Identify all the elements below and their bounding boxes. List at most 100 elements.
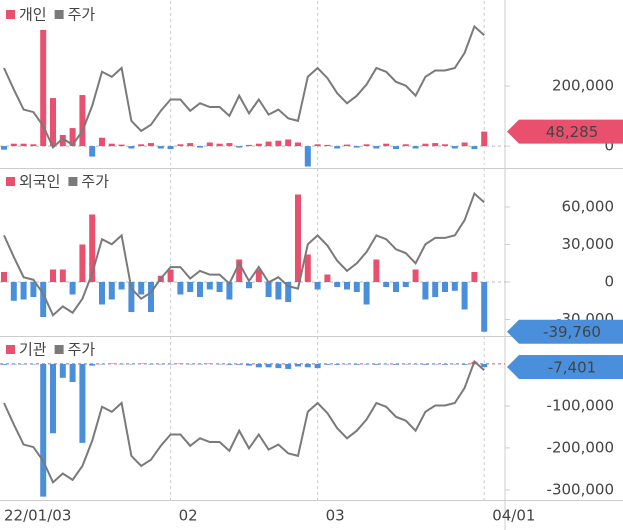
bar bbox=[461, 282, 468, 310]
y-tick-label: 60,000 bbox=[562, 198, 615, 216]
bar bbox=[451, 363, 458, 365]
bar bbox=[118, 144, 125, 147]
legend-label: 외국인 bbox=[19, 173, 60, 191]
legend-swatch bbox=[6, 177, 15, 186]
bar bbox=[10, 363, 17, 365]
bar bbox=[461, 142, 468, 147]
bar bbox=[1, 272, 7, 282]
y-tick-label: -200,000 bbox=[547, 438, 614, 456]
bar bbox=[187, 282, 194, 292]
price-line bbox=[3, 359, 485, 485]
bar bbox=[353, 363, 360, 365]
bar bbox=[167, 269, 174, 282]
bar bbox=[344, 144, 350, 147]
bar bbox=[138, 363, 145, 365]
bar bbox=[471, 272, 478, 282]
bar bbox=[236, 146, 243, 148]
bar bbox=[79, 363, 86, 443]
bar bbox=[50, 363, 56, 434]
bar bbox=[197, 363, 203, 365]
bar bbox=[373, 146, 380, 149]
bar bbox=[461, 363, 468, 365]
y-tick-label: 0 bbox=[604, 273, 614, 291]
bar bbox=[148, 282, 154, 312]
value-label: -7,401 bbox=[548, 359, 596, 377]
bar bbox=[99, 363, 105, 365]
legend-swatch bbox=[6, 10, 15, 19]
bar bbox=[50, 269, 56, 282]
bar bbox=[334, 282, 341, 287]
value-marker bbox=[507, 319, 623, 344]
bar bbox=[481, 363, 488, 368]
bar bbox=[324, 363, 331, 365]
bar bbox=[216, 363, 223, 365]
bar bbox=[402, 282, 409, 287]
bar bbox=[69, 128, 76, 147]
bar bbox=[206, 363, 213, 365]
bar bbox=[108, 363, 115, 365]
bar bbox=[236, 363, 243, 365]
bar bbox=[344, 282, 350, 290]
x-tick-label: 02 bbox=[179, 507, 198, 525]
bar bbox=[255, 143, 262, 147]
bar bbox=[432, 143, 439, 147]
bar bbox=[167, 363, 174, 365]
bar bbox=[255, 269, 262, 282]
bar bbox=[236, 259, 243, 282]
y-tick-label: -300,000 bbox=[547, 480, 614, 498]
bar bbox=[402, 144, 409, 147]
bar bbox=[108, 282, 115, 300]
bar bbox=[295, 194, 301, 282]
bar bbox=[128, 146, 135, 149]
bar bbox=[89, 363, 96, 366]
bar bbox=[353, 282, 360, 292]
bar bbox=[1, 363, 7, 365]
bar bbox=[422, 282, 429, 300]
legend-label: 주가 bbox=[68, 341, 96, 359]
y-tick-label: -100,000 bbox=[547, 396, 614, 414]
bar bbox=[412, 146, 419, 149]
bar bbox=[138, 144, 145, 147]
legend-swatch bbox=[54, 10, 64, 19]
price-line bbox=[3, 24, 485, 150]
bar bbox=[285, 139, 292, 147]
bar bbox=[334, 146, 341, 149]
bar bbox=[69, 282, 76, 295]
bar bbox=[206, 282, 213, 290]
bar bbox=[1, 146, 7, 150]
bar bbox=[167, 146, 174, 150]
bar bbox=[285, 282, 292, 302]
bar bbox=[373, 259, 380, 282]
bar bbox=[206, 142, 213, 147]
bar bbox=[304, 254, 311, 282]
bar bbox=[481, 282, 488, 332]
legend-label: 주가 bbox=[81, 173, 109, 191]
bar bbox=[148, 363, 154, 365]
bar bbox=[295, 142, 301, 147]
bar bbox=[275, 140, 282, 147]
bar bbox=[216, 282, 223, 292]
bar bbox=[197, 146, 203, 148]
bar bbox=[373, 363, 380, 365]
legend-swatch bbox=[6, 345, 15, 354]
bar bbox=[246, 282, 252, 289]
bar bbox=[451, 282, 458, 291]
bar bbox=[30, 144, 37, 147]
bar bbox=[177, 282, 184, 295]
value-marker bbox=[507, 355, 623, 380]
legend-swatch bbox=[54, 345, 64, 354]
bar bbox=[442, 282, 448, 292]
bar bbox=[40, 29, 47, 147]
bar bbox=[40, 363, 47, 497]
bar bbox=[334, 363, 341, 365]
bar bbox=[324, 144, 331, 147]
bar bbox=[383, 143, 390, 147]
value-label: 48,285 bbox=[546, 123, 599, 141]
bar bbox=[118, 363, 125, 365]
bar bbox=[89, 214, 96, 282]
bar bbox=[10, 143, 17, 147]
bar bbox=[402, 363, 409, 365]
bar bbox=[187, 363, 194, 365]
bar bbox=[304, 363, 311, 368]
